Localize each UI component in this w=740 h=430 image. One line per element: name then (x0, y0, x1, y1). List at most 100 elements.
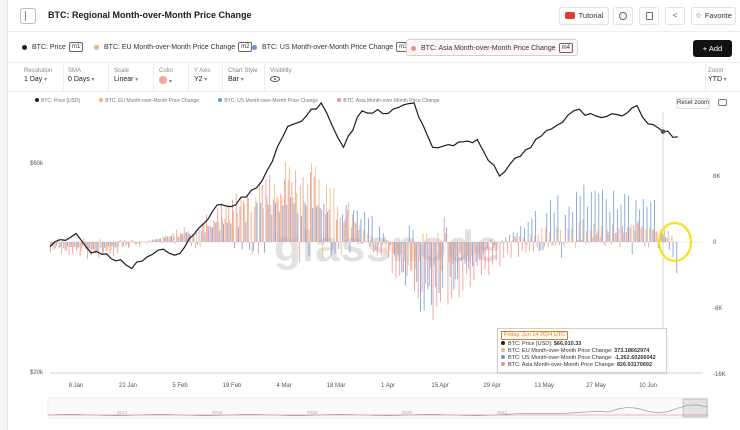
change-bar (492, 242, 493, 265)
change-bar (582, 219, 584, 242)
change-bar (340, 242, 342, 255)
change-bar (445, 227, 447, 242)
change-bar (552, 242, 554, 246)
change-bar (99, 239, 101, 242)
change-bar (210, 227, 212, 242)
divider (222, 64, 223, 92)
change-bar (604, 242, 606, 247)
change-bar (100, 242, 102, 248)
zoom-select[interactable]: Zoom YTD (708, 68, 727, 83)
change-bar (70, 242, 72, 248)
change-bar (515, 238, 517, 242)
change-bar (609, 211, 611, 242)
change-bar (551, 242, 553, 246)
change-bar (195, 229, 197, 242)
change-bar (666, 237, 668, 242)
y-right-tick-label: -16K (713, 372, 726, 378)
metric-chip-asia[interactable]: BTC: Asia Month-over-Month Price Change m… (406, 39, 578, 56)
navigator-year-label: 2018 (307, 410, 318, 415)
change-bar (577, 239, 579, 242)
favorite-button[interactable]: ☆ Favorite (691, 7, 736, 25)
camera-icon[interactable] (718, 99, 727, 106)
change-bar (194, 242, 196, 249)
change-bar (250, 211, 252, 242)
change-bar (605, 199, 607, 242)
change-bar (434, 242, 436, 288)
tutorial-button[interactable]: Tutorial (559, 7, 609, 25)
change-bar (289, 197, 291, 242)
metric-chip-price[interactable]: BTC: Price m1 (18, 39, 84, 56)
x-tick-label: 10 Jun (639, 383, 657, 389)
change-bar (651, 230, 653, 242)
change-bar (430, 242, 431, 268)
change-bar (520, 226, 522, 242)
sma-select[interactable]: SMA 0 Days (68, 68, 94, 83)
change-bar (358, 229, 360, 242)
change-bar (556, 227, 558, 242)
change-bar (412, 229, 414, 242)
change-bar (128, 242, 129, 248)
change-bar (440, 242, 441, 302)
legend-item[interactable]: BTC: Asia Month-over-Month Price Change (337, 98, 448, 104)
scale-select[interactable]: Scale Linear (114, 68, 138, 83)
sidebar-toggle-icon[interactable] (20, 8, 36, 24)
copy-button[interactable] (639, 7, 659, 25)
change-bar (645, 229, 647, 242)
change-bar (78, 242, 80, 248)
change-bar (635, 199, 637, 242)
change-bar (391, 242, 393, 274)
change-bar (662, 234, 664, 242)
share-icon: < (672, 11, 678, 20)
visibility-toggle[interactable]: Visibility (270, 68, 292, 84)
change-bar (136, 242, 138, 245)
change-bar (302, 176, 304, 242)
reset-zoom-button[interactable]: Reset zoom (676, 98, 710, 109)
change-bar (282, 205, 284, 242)
change-bar (400, 242, 402, 255)
change-bar (602, 189, 603, 242)
change-bar (422, 233, 424, 242)
chart-style-select[interactable]: Chart Style Bar (228, 68, 258, 83)
resolution-select[interactable]: Resolution 1 Day (24, 68, 52, 83)
change-bar (504, 242, 506, 243)
change-bar (300, 185, 301, 242)
change-bar (223, 223, 224, 242)
change-bar (211, 227, 213, 242)
change-bar (143, 242, 145, 243)
change-bar (109, 242, 111, 254)
metric-dot (22, 45, 27, 50)
change-bar (265, 179, 267, 242)
change-bar (562, 242, 564, 244)
legend-item[interactable]: BTC: Price [USD] (35, 98, 89, 104)
add-metric-button[interactable]: + Add (693, 40, 732, 57)
info-button[interactable] (613, 7, 633, 25)
change-bar (259, 181, 261, 242)
legend-item[interactable]: BTC: EU Month-over-Month Price Change (99, 98, 208, 104)
chart-tooltip: Friday, Jun 14 2024 UTC BTC: Price [USD]… (497, 328, 667, 373)
change-bar (79, 242, 81, 256)
change-bar (77, 242, 78, 249)
change-bar (570, 242, 571, 243)
change-bar (145, 241, 146, 243)
change-bar (180, 233, 181, 242)
legend-item[interactable]: BTC: US Month-over-Month Price Change (218, 98, 327, 104)
change-bar (232, 199, 233, 242)
change-bar (150, 242, 152, 243)
change-bar (240, 197, 242, 242)
change-bar (219, 229, 221, 242)
change-bar (83, 238, 85, 242)
color-select[interactable]: Color ▾ (159, 68, 174, 85)
change-bar (593, 223, 595, 242)
change-bar (587, 206, 589, 242)
change-bar (124, 239, 126, 242)
change-bar (378, 242, 379, 246)
change-bar (471, 242, 473, 267)
change-bar (644, 242, 646, 247)
change-bar (88, 242, 90, 251)
share-button[interactable]: < (665, 7, 685, 25)
y-axis-select[interactable]: Y Axis Y2 (194, 68, 211, 83)
change-bar (168, 237, 170, 242)
change-bar (411, 242, 413, 272)
metric-chip-eu[interactable]: BTC: EU Month-over-Month Price Change m2 (90, 39, 253, 56)
change-bar (599, 236, 601, 242)
